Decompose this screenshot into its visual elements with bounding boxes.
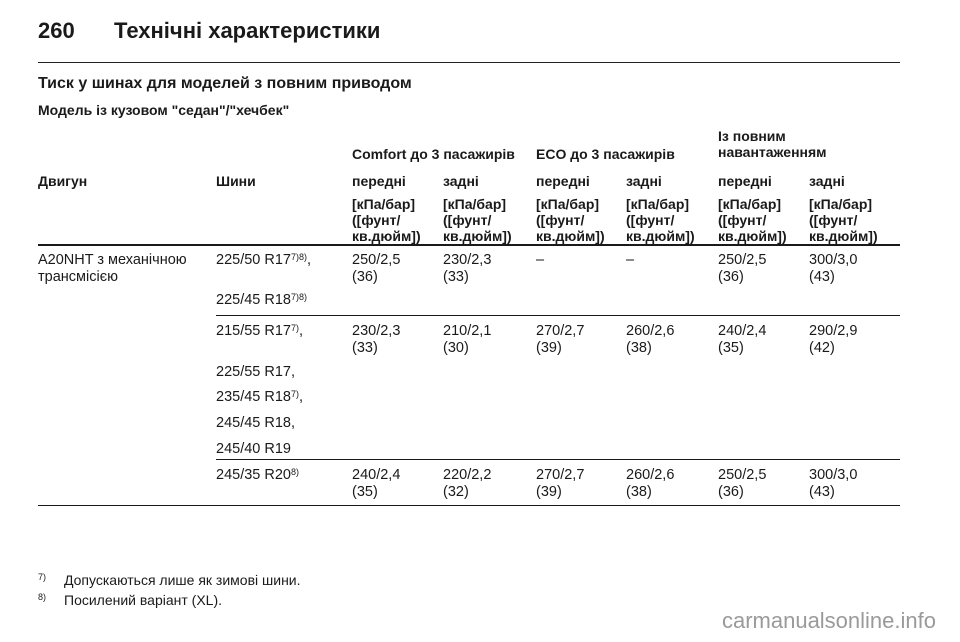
table-cell: 250/2,5 (36)	[352, 252, 401, 285]
table-cell: –	[536, 252, 545, 268]
table-row-2-tyre: 235/45 R187),	[216, 389, 304, 405]
footnote: 8) Посилений варіант (XL).	[38, 592, 223, 608]
column-comfort-rear: задні	[443, 173, 479, 189]
unit-label: [кПа/бар] ([фунт/кв.дюйм])	[443, 196, 512, 244]
table-bottom-rule	[38, 505, 900, 506]
unit-label: [кПа/бар] ([фунт/кв.дюйм])	[626, 196, 695, 244]
table-row-1-tyre: 225/50 R177)8),	[216, 252, 312, 268]
column-engine: Двигун	[38, 173, 88, 189]
table-row-2-tyre: 225/55 R17,	[216, 364, 296, 380]
footnote: 7) Допускаються лише як зимові шини.	[38, 572, 301, 588]
watermark: carmanualsonline.info	[721, 608, 936, 633]
table-cell: 230/2,3 (33)	[352, 323, 401, 356]
column-comfort-front: передні	[352, 173, 406, 189]
page-title: Технічні характеристики	[114, 18, 381, 43]
section-title: Тиск у шинах для моделей з повним привод…	[38, 75, 412, 92]
table-row-2-tyre: 245/40 R19	[216, 441, 291, 457]
column-eco-front: передні	[536, 173, 590, 189]
subsection-title: Модель із кузовом "седан"/"хечбек"	[38, 102, 290, 118]
table-cell: 300/3,0 (43)	[809, 252, 858, 285]
table-cell: 260/2,6 (38)	[626, 467, 675, 500]
column-eco-rear: задні	[626, 173, 662, 189]
table-row-2-tyre: 215/55 R177),	[216, 323, 304, 339]
header-bottom-rule	[38, 244, 900, 246]
header-rule	[38, 62, 900, 63]
table-cell: 290/2,9 (42)	[809, 323, 858, 356]
table-cell: 250/2,5 (36)	[718, 467, 767, 500]
engine-cell: A20NHT з механічною трансмісією	[38, 252, 187, 285]
column-full-rear: задні	[809, 173, 845, 189]
table-row-1-tyre: 225/45 R187)8)	[216, 292, 307, 308]
group-comfort: Comfort до 3 пасажирів	[352, 146, 515, 162]
table-cell: 240/2,4 (35)	[718, 323, 767, 356]
unit-label: [кПа/бар] ([фунт/кв.дюйм])	[809, 196, 878, 244]
unit-label: [кПа/бар] ([фунт/кв.дюйм])	[718, 196, 787, 244]
column-tyres: Шини	[216, 173, 256, 189]
table-cell: 270/2,7 (39)	[536, 467, 585, 500]
row-divider	[216, 459, 900, 460]
group-full-load: Із повним навантаженням	[718, 128, 827, 160]
table-cell: 300/3,0 (43)	[809, 467, 858, 500]
unit-label: [кПа/бар] ([фунт/кв.дюйм])	[536, 196, 605, 244]
table-cell: 260/2,6 (38)	[626, 323, 675, 356]
table-cell: 270/2,7 (39)	[536, 323, 585, 356]
column-full-front: передні	[718, 173, 772, 189]
row-divider	[216, 315, 900, 316]
table-cell: 220/2,2 (32)	[443, 467, 492, 500]
table-row-3-tyre: 245/35 R208)	[216, 467, 299, 483]
table-cell: 210/2,1 (30)	[443, 323, 492, 356]
table-row-2-tyre: 245/45 R18,	[216, 415, 296, 431]
table-cell: 240/2,4 (35)	[352, 467, 401, 500]
table-cell: –	[626, 252, 635, 268]
unit-label: [кПа/бар] ([фунт/кв.дюйм])	[352, 196, 421, 244]
page-number: 260	[38, 18, 75, 43]
group-eco: ECO до 3 пасажирів	[536, 146, 675, 162]
table-cell: 230/2,3 (33)	[443, 252, 492, 285]
table-cell: 250/2,5 (36)	[718, 252, 767, 285]
